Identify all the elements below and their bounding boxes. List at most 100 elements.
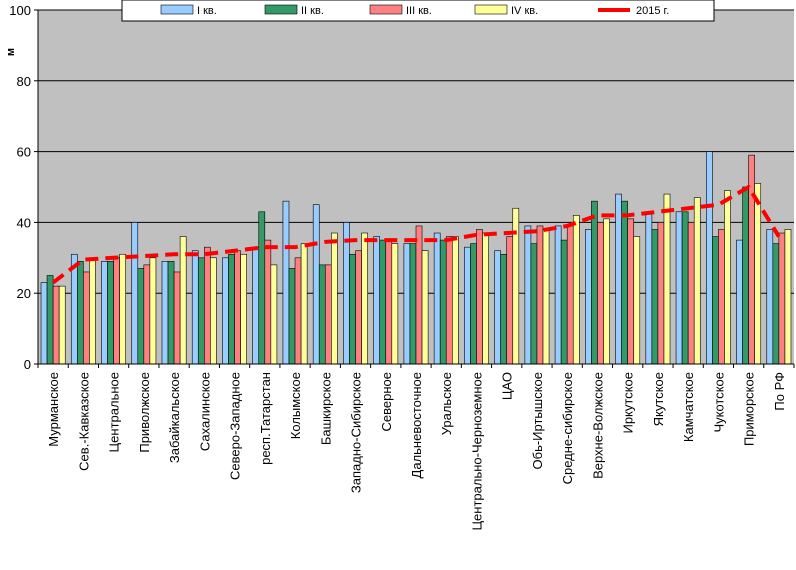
legend-swatch	[369, 4, 403, 15]
bar	[379, 239, 387, 365]
bar	[585, 229, 592, 365]
x-tick-label: Центрально-Черноземное	[469, 372, 484, 531]
bar	[651, 229, 659, 365]
bar	[101, 261, 108, 365]
bar	[645, 211, 653, 365]
y-tick-label: 20	[17, 286, 31, 301]
bar	[119, 253, 127, 365]
bar	[349, 253, 356, 365]
bar	[46, 275, 54, 365]
bar	[258, 211, 266, 365]
legend-label: II кв.	[301, 5, 324, 17]
bar	[240, 253, 247, 365]
bar	[415, 225, 423, 365]
legend-label: IV кв.	[511, 5, 538, 17]
x-tick-label: Иркутское	[621, 372, 636, 434]
bar	[137, 268, 145, 365]
bar	[524, 225, 532, 365]
bar	[566, 225, 574, 365]
bar	[373, 236, 381, 365]
bar	[724, 190, 731, 365]
y-tick-label: 80	[17, 74, 31, 89]
bar	[204, 246, 211, 365]
bar	[591, 200, 598, 365]
bar	[173, 271, 181, 365]
bar	[778, 232, 786, 365]
bar	[687, 222, 695, 365]
legend-swatch	[160, 4, 194, 15]
bar	[222, 257, 229, 365]
x-tick-label: По РФ	[772, 372, 787, 411]
x-tick-label: Чукотское	[711, 372, 726, 433]
bar	[143, 264, 151, 365]
x-tick-label: Северное	[379, 372, 394, 431]
bar	[627, 218, 635, 365]
x-tick-label: Сахалинское	[197, 372, 212, 451]
bar	[482, 232, 489, 365]
bar	[161, 261, 169, 365]
y-axis-unit-label: м	[5, 48, 17, 56]
bar	[615, 193, 622, 365]
bar	[355, 250, 362, 365]
bar	[210, 257, 217, 365]
x-tick-label: Центральное	[107, 372, 122, 452]
bar	[554, 225, 562, 365]
bar	[403, 243, 411, 365]
bar	[754, 183, 762, 365]
x-tick-label: Западно-Сибирское	[349, 372, 364, 493]
x-tick-label: Колымское	[288, 372, 303, 439]
bar	[89, 257, 96, 365]
bar	[288, 268, 296, 365]
bar	[131, 222, 139, 365]
x-tick-label: Уральское	[439, 372, 454, 435]
bar	[282, 200, 290, 365]
bar	[464, 246, 471, 365]
bar	[391, 243, 399, 365]
y-tick-label: 0	[24, 357, 31, 372]
bar	[385, 239, 393, 365]
bar	[300, 243, 308, 365]
bar	[58, 285, 66, 365]
bar	[784, 229, 792, 365]
bar	[718, 229, 725, 365]
bar	[766, 229, 774, 365]
bar	[439, 239, 447, 365]
bar	[633, 236, 641, 365]
bar	[451, 236, 459, 365]
x-tick-label: Приморское	[742, 372, 757, 446]
bar	[500, 253, 508, 365]
y-ticks: 0 20 40 60 80 100	[9, 3, 38, 372]
x-tick-label: ЦАО	[500, 372, 515, 400]
bar	[312, 204, 320, 365]
bar	[40, 282, 48, 365]
bar	[234, 250, 241, 365]
bar	[252, 246, 260, 365]
bar	[530, 243, 538, 365]
bar	[433, 232, 441, 365]
x-tick-label: Забайкальское	[167, 372, 182, 463]
series-line-2015	[51, 185, 781, 285]
bar	[52, 285, 60, 365]
x-tick-label: респ.Татарстан	[258, 372, 273, 465]
bar	[70, 253, 78, 365]
legend-label: III кв.	[406, 5, 432, 17]
bar	[197, 257, 205, 365]
bar	[77, 261, 84, 365]
legend-label: I кв.	[197, 5, 217, 17]
bar	[621, 200, 628, 365]
bar	[772, 243, 780, 365]
legend-swatch	[474, 4, 508, 15]
bar	[343, 222, 350, 365]
bar	[324, 264, 332, 365]
x-tick-label: Мурманское	[46, 372, 61, 447]
x-tick-label: Якутское	[651, 372, 666, 426]
bar	[331, 232, 338, 365]
bar	[494, 250, 501, 365]
bar	[421, 250, 429, 365]
x-tick-label: Средне-сибирское	[560, 372, 575, 484]
bar	[470, 243, 477, 365]
bar	[113, 257, 120, 365]
y-tick-label: 100	[9, 3, 31, 18]
bar	[264, 239, 272, 365]
legend-items: I кв. II кв. III кв. IV кв. 2015 г.	[160, 4, 669, 17]
